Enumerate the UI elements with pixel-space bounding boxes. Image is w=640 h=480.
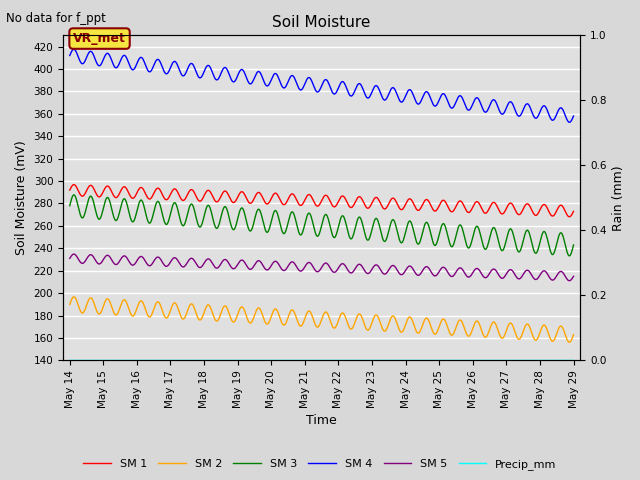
Precip_mm — [299, 358, 307, 363]
SM 2 — [570, 332, 577, 337]
SM 4 — [300, 84, 307, 90]
SM 4 — [105, 52, 113, 58]
Line: SM 4: SM 4 — [70, 49, 573, 122]
SM 3 — [566, 253, 573, 259]
SM 5 — [70, 251, 77, 257]
SM 5 — [570, 274, 577, 279]
Legend: SM 1, SM 2, SM 3, SM 4, SM 5, Precip_mm: SM 1, SM 2, SM 3, SM 4, SM 5, Precip_mm — [79, 455, 561, 474]
X-axis label: Time: Time — [307, 414, 337, 427]
Y-axis label: Soil Moisture (mV): Soil Moisture (mV) — [15, 141, 28, 255]
SM 5 — [353, 264, 360, 269]
SM 5 — [105, 253, 113, 259]
Line: SM 3: SM 3 — [70, 195, 573, 256]
Precip_mm — [353, 358, 360, 363]
Precip_mm — [290, 358, 298, 363]
SM 3 — [291, 212, 298, 218]
SM 5 — [125, 259, 133, 265]
SM 1 — [566, 214, 573, 220]
SM 1 — [280, 202, 287, 207]
Line: SM 5: SM 5 — [70, 254, 573, 281]
Precip_mm — [105, 358, 113, 363]
SM 2 — [280, 322, 287, 328]
SM 3 — [70, 192, 77, 198]
Y-axis label: Rain (mm): Rain (mm) — [612, 165, 625, 231]
Text: VR_met: VR_met — [73, 32, 126, 45]
SM 5 — [66, 255, 74, 261]
SM 4 — [125, 62, 133, 68]
SM 3 — [353, 219, 360, 225]
Precip_mm — [280, 358, 287, 363]
SM 3 — [280, 231, 287, 237]
SM 4 — [291, 75, 298, 81]
SM 2 — [70, 294, 77, 300]
SM 4 — [66, 53, 74, 59]
SM 3 — [125, 212, 133, 217]
SM 2 — [291, 309, 298, 315]
SM 3 — [105, 196, 113, 202]
Precip_mm — [570, 358, 577, 363]
SM 1 — [125, 192, 133, 198]
SM 2 — [125, 308, 133, 314]
SM 4 — [570, 113, 577, 119]
Line: SM 1: SM 1 — [70, 185, 573, 217]
SM 2 — [66, 301, 74, 307]
SM 1 — [105, 184, 113, 190]
SM 2 — [105, 297, 113, 303]
SM 1 — [66, 187, 74, 193]
SM 1 — [70, 182, 77, 188]
SM 3 — [570, 242, 577, 248]
SM 1 — [300, 200, 307, 206]
SM 5 — [291, 260, 298, 266]
SM 1 — [570, 208, 577, 214]
Title: Soil Moisture: Soil Moisture — [273, 15, 371, 30]
SM 3 — [66, 203, 74, 209]
SM 5 — [300, 266, 307, 272]
SM 2 — [566, 339, 573, 345]
SM 4 — [566, 120, 573, 125]
SM 3 — [300, 227, 307, 233]
Text: No data for f_ppt: No data for f_ppt — [6, 12, 106, 25]
SM 2 — [353, 314, 360, 320]
SM 4 — [280, 85, 287, 91]
SM 1 — [353, 196, 360, 202]
SM 1 — [291, 192, 298, 198]
Line: SM 2: SM 2 — [70, 297, 573, 342]
SM 4 — [70, 47, 77, 52]
SM 5 — [280, 268, 287, 274]
SM 5 — [566, 278, 573, 284]
Precip_mm — [125, 358, 133, 363]
SM 2 — [300, 320, 307, 325]
SM 4 — [353, 84, 360, 89]
Precip_mm — [66, 358, 74, 363]
